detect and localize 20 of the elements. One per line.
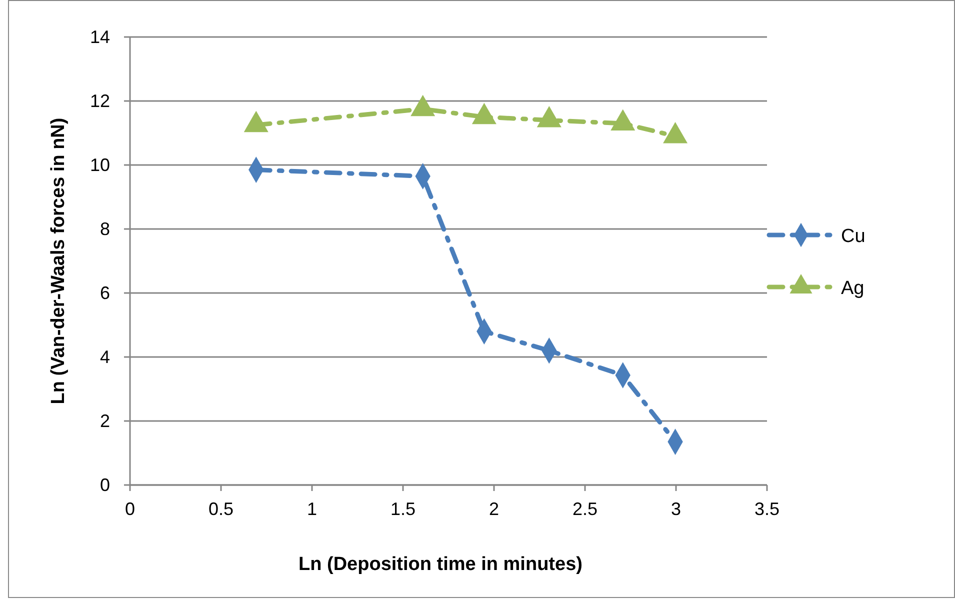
y-tick-label: 0 <box>100 475 110 495</box>
x-axis-title: Ln (Deposition time in minutes) <box>298 554 582 575</box>
y-tick-label: 4 <box>100 347 110 367</box>
x-tick-label: 0.5 <box>208 499 234 519</box>
x-tick-label: 1 <box>306 499 318 519</box>
y-tick-label: 10 <box>90 155 110 175</box>
y-axis-title: Ln (Van-der-Waals forces in nN) <box>48 118 69 404</box>
y-tick-label: 14 <box>90 27 110 47</box>
x-tick-label: 2.5 <box>572 499 598 519</box>
x-tick-label: 2 <box>488 499 500 519</box>
x-tick-label: 0 <box>124 499 136 519</box>
x-tick-label: 1.5 <box>390 499 416 519</box>
x-tick-label: 3 <box>670 499 682 519</box>
legend-label: Cu <box>841 226 866 247</box>
y-tick-label: 12 <box>90 91 110 111</box>
legend-label: Ag <box>841 278 864 299</box>
y-tick-label: 8 <box>100 219 110 239</box>
y-tick-label: 6 <box>100 283 110 303</box>
y-tick-label: 2 <box>100 411 110 431</box>
x-tick-label: 3.5 <box>754 499 780 519</box>
